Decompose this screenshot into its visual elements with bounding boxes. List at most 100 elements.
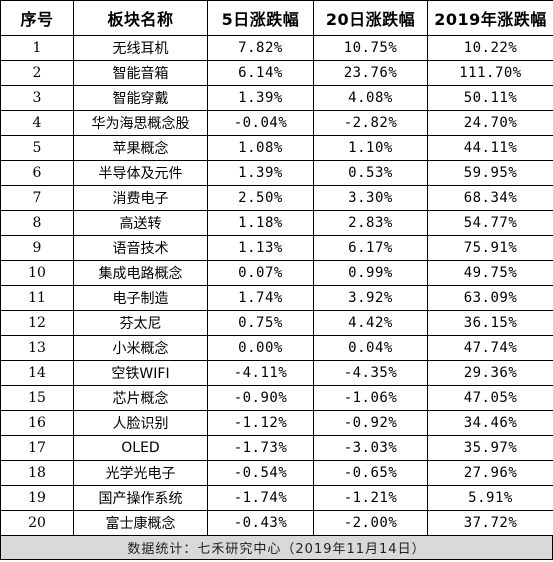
cell-change-5d: 1.39% (207, 85, 314, 111)
cell-sector-name: 光学光电子 (73, 460, 208, 486)
cell-sector-name: 国产操作系统 (73, 485, 208, 511)
header-change-20d: 20日涨跌幅 (313, 0, 428, 36)
cell-change-5d: 0.75% (207, 310, 314, 336)
cell-index: 3 (0, 85, 74, 111)
cell-index: 13 (0, 335, 74, 361)
table-row: 15 芯片概念 -0.90% -1.06% 47.05% (0, 385, 553, 411)
cell-change-5d: -4.11% (207, 360, 314, 386)
cell-sector-name: 消费电子 (73, 185, 208, 211)
table-header: 序号 板块名称 5日涨跌幅 20日涨跌幅 2019年涨跌幅 (0, 0, 553, 36)
cell-change-5d: -0.43% (207, 510, 314, 536)
cell-change-20d: -1.21% (313, 485, 428, 511)
cell-change-20d: -2.00% (313, 510, 428, 536)
cell-sector-name: 芯片概念 (73, 385, 208, 411)
cell-change-20d: 3.30% (313, 185, 428, 211)
header-change-5d: 5日涨跌幅 (207, 0, 314, 36)
cell-change-2019: 10.22% (427, 35, 553, 61)
cell-change-5d: -0.54% (207, 460, 314, 486)
cell-change-2019: 50.11% (427, 85, 553, 111)
source-note: 数据统计：七禾研究中心（2019年11月14日） (0, 536, 553, 560)
cell-change-2019: 34.46% (427, 410, 553, 436)
cell-change-5d: 1.18% (207, 210, 314, 236)
table-row: 5 苹果概念 1.08% 1.10% 44.11% (0, 135, 553, 161)
cell-sector-name: 智能音箱 (73, 60, 208, 86)
cell-change-2019: 47.05% (427, 385, 553, 411)
cell-sector-name: 芬太尼 (73, 310, 208, 336)
table-row: 7 消费电子 2.50% 3.30% 68.34% (0, 185, 553, 211)
cell-change-20d: 10.75% (313, 35, 428, 61)
cell-change-5d: 1.39% (207, 160, 314, 186)
cell-change-20d: 0.04% (313, 335, 428, 361)
cell-change-2019: 59.95% (427, 160, 553, 186)
table-row: 4 华为海思概念股 -0.04% -2.82% 24.70% (0, 110, 553, 136)
cell-change-5d: -1.73% (207, 435, 314, 461)
cell-change-5d: -0.90% (207, 385, 314, 411)
cell-change-2019: 111.70% (427, 60, 553, 86)
cell-change-5d: 7.82% (207, 35, 314, 61)
cell-change-2019: 35.97% (427, 435, 553, 461)
cell-change-20d: -0.92% (313, 410, 428, 436)
table-row: 14 空铁WIFI -4.11% -4.35% 29.36% (0, 360, 553, 386)
cell-change-2019: 5.91% (427, 485, 553, 511)
table-row: 3 智能穿戴 1.39% 4.08% 50.11% (0, 85, 553, 111)
cell-sector-name: 智能穿戴 (73, 85, 208, 111)
cell-change-2019: 47.74% (427, 335, 553, 361)
table-body: 1 无线耳机 7.82% 10.75% 10.22% 2 智能音箱 6.14% 23.76% 11… (0, 35, 553, 536)
cell-sector-name: 富士康概念 (73, 510, 208, 536)
cell-sector-name: 电子制造 (73, 285, 208, 311)
cell-index: 10 (0, 260, 74, 286)
cell-change-20d: -3.03% (313, 435, 428, 461)
table-row: 1 无线耳机 7.82% 10.75% 10.22% (0, 35, 553, 61)
cell-change-5d: -0.04% (207, 110, 314, 136)
table-row: 18 光学光电子 -0.54% -0.65% 27.96% (0, 460, 553, 486)
cell-index: 7 (0, 185, 74, 211)
table-row: 9 语音技术 1.13% 6.17% 75.91% (0, 235, 553, 261)
table-row: 13 小米概念 0.00% 0.04% 47.74% (0, 335, 553, 361)
cell-change-20d: 4.08% (313, 85, 428, 111)
cell-change-20d: -2.82% (313, 110, 428, 136)
cell-change-2019: 44.11% (427, 135, 553, 161)
cell-change-20d: -0.65% (313, 460, 428, 486)
cell-sector-name: OLED (73, 435, 208, 461)
table-row: 12 芬太尼 0.75% 4.42% 36.15% (0, 310, 553, 336)
header-row: 序号 板块名称 5日涨跌幅 20日涨跌幅 2019年涨跌幅 (0, 0, 553, 36)
cell-sector-name: 集成电路概念 (73, 260, 208, 286)
cell-change-2019: 49.75% (427, 260, 553, 286)
cell-index: 8 (0, 210, 74, 236)
header-sector-name: 板块名称 (73, 0, 208, 36)
table-row: 11 电子制造 1.74% 3.92% 63.09% (0, 285, 553, 311)
cell-change-20d: 23.76% (313, 60, 428, 86)
cell-sector-name: 苹果概念 (73, 135, 208, 161)
cell-change-20d: 0.99% (313, 260, 428, 286)
cell-change-2019: 63.09% (427, 285, 553, 311)
cell-sector-name: 人脸识别 (73, 410, 208, 436)
table-row: 19 国产操作系统 -1.74% -1.21% 5.91% (0, 485, 553, 511)
cell-change-2019: 27.96% (427, 460, 553, 486)
cell-change-5d: 2.50% (207, 185, 314, 211)
cell-change-20d: 2.83% (313, 210, 428, 236)
cell-change-5d: 1.13% (207, 235, 314, 261)
cell-index: 11 (0, 285, 74, 311)
cell-change-5d: 1.74% (207, 285, 314, 311)
cell-index: 18 (0, 460, 74, 486)
cell-sector-name: 华为海思概念股 (73, 110, 208, 136)
table-row: 2 智能音箱 6.14% 23.76% 111.70% (0, 60, 553, 86)
cell-change-5d: 0.00% (207, 335, 314, 361)
cell-index: 20 (0, 510, 74, 536)
cell-change-20d: 4.42% (313, 310, 428, 336)
cell-index: 4 (0, 110, 74, 136)
cell-change-5d: 0.07% (207, 260, 314, 286)
cell-change-2019: 36.15% (427, 310, 553, 336)
cell-change-5d: -1.12% (207, 410, 314, 436)
cell-change-2019: 54.77% (427, 210, 553, 236)
cell-index: 9 (0, 235, 74, 261)
cell-change-20d: 6.17% (313, 235, 428, 261)
cell-change-20d: -1.06% (313, 385, 428, 411)
cell-sector-name: 高送转 (73, 210, 208, 236)
cell-index: 2 (0, 60, 74, 86)
header-change-2019: 2019年涨跌幅 (427, 0, 553, 36)
cell-change-2019: 68.34% (427, 185, 553, 211)
cell-index: 12 (0, 310, 74, 336)
cell-index: 14 (0, 360, 74, 386)
cell-change-20d: 3.92% (313, 285, 428, 311)
